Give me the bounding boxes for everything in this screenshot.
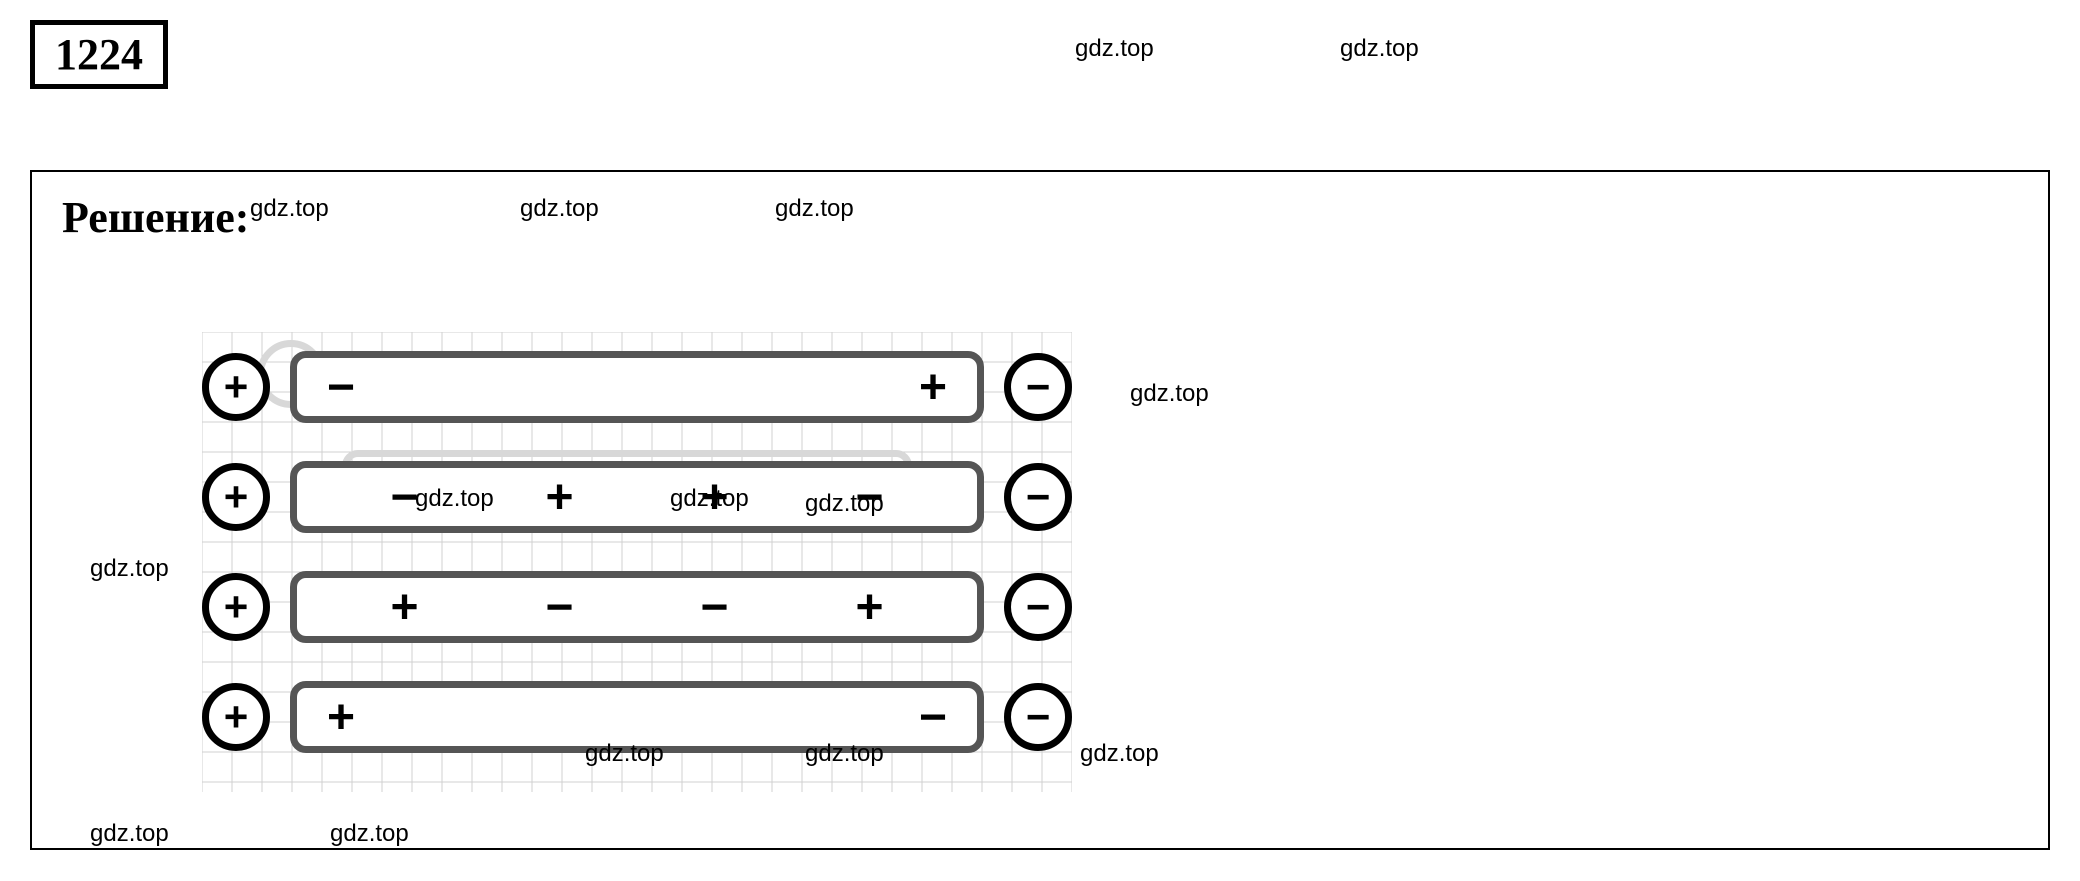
watermark-text: gdz.top bbox=[585, 740, 664, 768]
plus-icon: + bbox=[224, 586, 249, 628]
diagram-row-3: + + − − + − bbox=[202, 562, 1072, 652]
minus-icon: − bbox=[1026, 696, 1051, 738]
watermark-text: gdz.top bbox=[670, 485, 749, 513]
charge-circle-right: − bbox=[1004, 573, 1072, 641]
charge-circle-left: + bbox=[202, 683, 270, 751]
charge-circle-right: − bbox=[1004, 353, 1072, 421]
plus-icon: + bbox=[224, 476, 249, 518]
charge-symbol: + bbox=[919, 360, 947, 415]
charge-symbol: + bbox=[390, 580, 418, 635]
charge-symbol: + bbox=[855, 580, 883, 635]
charge-circle-left: + bbox=[202, 573, 270, 641]
watermark-text: gdz.top bbox=[415, 485, 494, 513]
watermark-text: gdz.top bbox=[775, 195, 854, 223]
watermark-text: gdz.top bbox=[1130, 380, 1209, 408]
charge-circle-right: − bbox=[1004, 463, 1072, 531]
charge-symbol: + bbox=[327, 690, 355, 745]
problem-number: 1224 bbox=[55, 30, 143, 79]
watermark-text: gdz.top bbox=[90, 555, 169, 583]
charge-circle-right: − bbox=[1004, 683, 1072, 751]
number-box: 1224 bbox=[30, 20, 168, 89]
charge-symbol: − bbox=[327, 360, 355, 415]
diagram-area: + − + − + − + + − − bbox=[202, 332, 1072, 792]
watermark-text: gdz.top bbox=[1075, 35, 1154, 63]
minus-icon: − bbox=[1026, 366, 1051, 408]
charge-circle-left: + bbox=[202, 463, 270, 531]
diagram-row-1: + − + − bbox=[202, 342, 1072, 432]
solution-box: Решение: + − + − + bbox=[30, 170, 2050, 850]
charge-circle-left: + bbox=[202, 353, 270, 421]
minus-icon: − bbox=[1026, 476, 1051, 518]
watermark-text: gdz.top bbox=[520, 195, 599, 223]
plus-icon: + bbox=[224, 366, 249, 408]
charge-symbol: − bbox=[919, 690, 947, 745]
watermark-text: gdz.top bbox=[330, 820, 409, 848]
watermark-text: gdz.top bbox=[90, 820, 169, 848]
conductor-bar: − + bbox=[290, 351, 984, 423]
watermark-text: gdz.top bbox=[1080, 740, 1159, 768]
watermark-text: gdz.top bbox=[805, 740, 884, 768]
plus-icon: + bbox=[224, 696, 249, 738]
charge-symbol: − bbox=[700, 580, 728, 635]
diagram-row-2: + − + + − − bbox=[202, 452, 1072, 542]
watermark-text: gdz.top bbox=[1340, 35, 1419, 63]
conductor-bar: + − − + bbox=[290, 571, 984, 643]
minus-icon: − bbox=[1026, 586, 1051, 628]
watermark-text: gdz.top bbox=[805, 490, 884, 518]
solution-title: Решение: bbox=[62, 192, 2018, 243]
charge-symbol: − bbox=[545, 580, 573, 635]
watermark-text: gdz.top bbox=[250, 195, 329, 223]
charge-symbol: + bbox=[545, 470, 573, 525]
